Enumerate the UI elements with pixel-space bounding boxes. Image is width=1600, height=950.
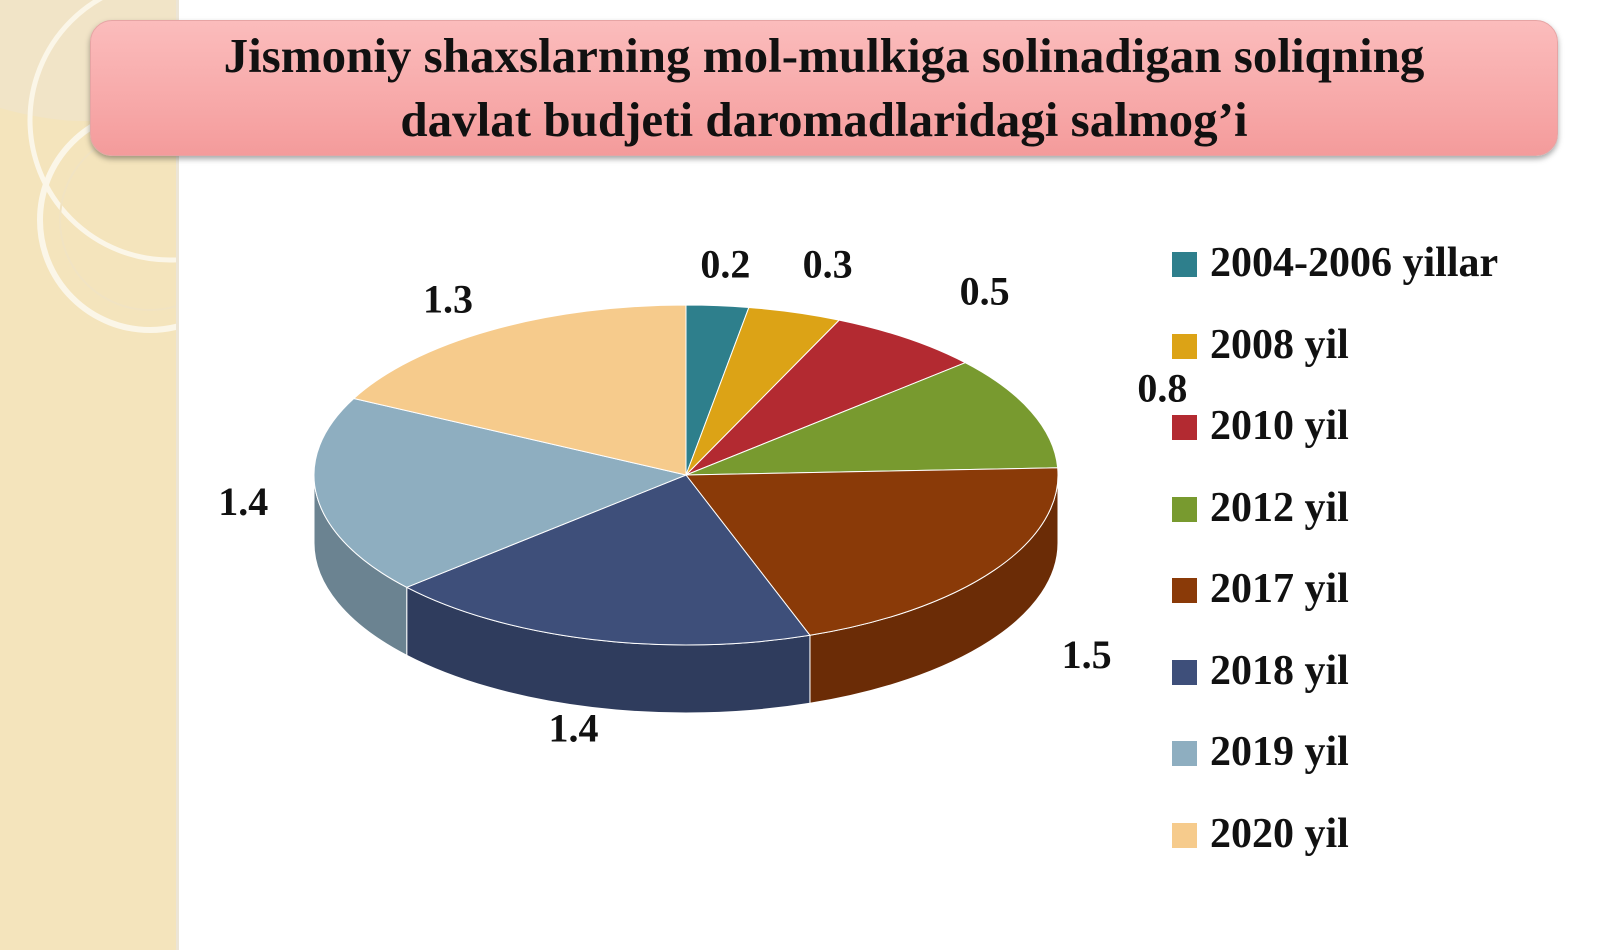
slide-title-line-2: davlat budjeti daromadlaridagi salmog’i (400, 92, 1248, 147)
pie-slice-2018-yil (405, 474, 811, 646)
legend-swatch (1172, 578, 1197, 603)
data-label-2020-yil: 1.3 (423, 276, 473, 321)
legend-label: 2008 yil (1210, 321, 1349, 368)
pie-slice-2017-yil (684, 467, 1059, 636)
pie-slices-layer (313, 304, 1059, 646)
legend-item-2019-yil: 2019 yil (1172, 727, 1592, 809)
legend-label: 2010 yil (1210, 403, 1349, 449)
decorative-side-panel (0, 0, 179, 950)
slide-title-box: Jismoniy shaxslarning mol-mulkiga solina… (90, 20, 1558, 156)
legend-swatch (1172, 659, 1197, 685)
data-label-2008-yil: 0.3 (803, 242, 853, 287)
data-label-2018-yil: 1.4 (549, 705, 599, 750)
pie-slice-2012-yil (685, 362, 1059, 476)
legend-swatch (1172, 415, 1197, 440)
legend-swatch (1172, 822, 1197, 848)
legend-label: 2018 yil (1210, 647, 1349, 694)
pie-slice-2010-yil (685, 319, 967, 476)
legend-label: 2017 yil (1210, 566, 1349, 612)
slide-title-line-1: Jismoniy shaxslarning mol-mulkiga solina… (223, 28, 1425, 83)
data-label-2010-yil: 0.5 (960, 268, 1010, 313)
data-label-2004-2006-yillar: 0.2 (700, 241, 750, 286)
pie-slice-2019-yil (313, 397, 688, 588)
legend-item-2004-2006-yillar: 2004-2006 yillar (1172, 238, 1592, 320)
legend-label: 2020 yil (1210, 810, 1349, 857)
legend-swatch (1172, 333, 1197, 359)
slide-title: Jismoniy shaxslarning mol-mulkiga solina… (204, 24, 1445, 152)
legend-swatch (1172, 496, 1197, 522)
data-labels-layer: 0.2 0.3 0.5 0.8 1.5 1.4 1.4 1.3 (218, 241, 1187, 750)
legend-item-2018-yil: 2018 yil (1172, 646, 1592, 728)
legend-item-2020-yil: 2020 yil (1172, 809, 1592, 891)
legend-item-2008-yil: 2008 yil (1172, 320, 1592, 402)
data-label-2012-yil: 0.8 (1137, 366, 1187, 411)
legend-item-2012-yil: 2012 yil (1172, 483, 1592, 565)
data-label-2019-yil: 1.4 (218, 479, 268, 524)
legend-item-2017-yil: 2017 yil (1172, 564, 1592, 646)
chart-legend: 2004-2006 yillar 2008 yil 2010 yil 2012 yil… (1172, 238, 1592, 890)
legend-label: 2012 yil (1210, 484, 1349, 531)
legend-item-2010-yil: 2010 yil (1172, 401, 1592, 483)
legend-label: 2004-2006 yillar (1210, 240, 1499, 286)
legend-swatch (1172, 741, 1197, 766)
pie-slice-2020-yil (352, 304, 687, 476)
data-label-2017-yil: 1.5 (1062, 632, 1112, 677)
legend-swatch (1172, 252, 1197, 277)
legend-label: 2019 yil (1210, 729, 1349, 775)
